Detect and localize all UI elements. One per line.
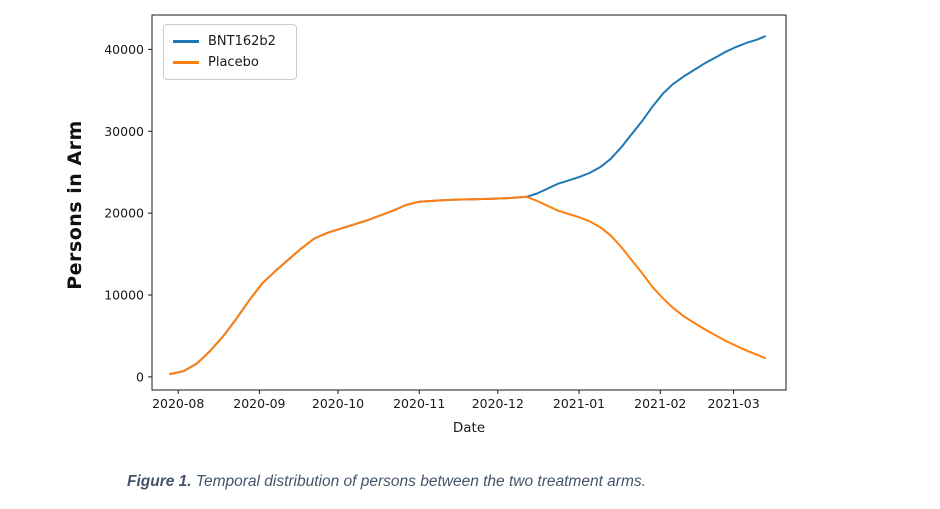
x-axis-label: Date — [452, 420, 486, 436]
line-chart: 0 10000 20000 30000 40000 2020-08 2020-09 2020-… — [104, 14, 787, 411]
x-tick-label: 2020-08 — [152, 396, 204, 411]
x-tick-label: 2021-03 — [707, 396, 759, 411]
figure-caption: Figure 1. Temporal distribution of perso… — [127, 471, 867, 493]
x-tick-label: 2021-02 — [634, 396, 686, 411]
y-tick-label: 40000 — [104, 42, 144, 57]
plot-border — [151, 14, 787, 391]
y-tick-label: 20000 — [104, 206, 144, 221]
x-tick-label: 2020-12 — [472, 396, 524, 411]
series-line-placebo — [169, 195, 766, 375]
y-tick-label: 0 — [136, 369, 144, 384]
x-tick-label: 2020-10 — [312, 396, 364, 411]
legend-entry-bnt162b2: BNT162b2 — [173, 31, 286, 52]
x-tick-label: 2020-11 — [393, 396, 445, 411]
y-axis-label: Persons in Arm — [64, 120, 86, 290]
legend-label-placebo: Placebo — [208, 55, 259, 70]
legend: BNT162b2 Placebo — [163, 24, 297, 80]
legend-entry-placebo: Placebo — [173, 52, 286, 73]
legend-label-bnt162b2: BNT162b2 — [208, 34, 276, 49]
y-tick-label: 10000 — [104, 288, 144, 303]
legend-line-swatch-placebo — [173, 61, 199, 64]
legend-line-swatch-bnt162b2 — [173, 40, 199, 43]
figure-caption-number: Figure 1. — [127, 473, 192, 490]
series-line-bnt162b2 — [169, 35, 766, 375]
x-tick-label: 2020-09 — [233, 396, 285, 411]
y-tick-label: 30000 — [104, 124, 144, 139]
x-tick-label: 2021-01 — [553, 396, 605, 411]
figure-caption-text: Temporal distribution of persons between… — [191, 473, 646, 490]
